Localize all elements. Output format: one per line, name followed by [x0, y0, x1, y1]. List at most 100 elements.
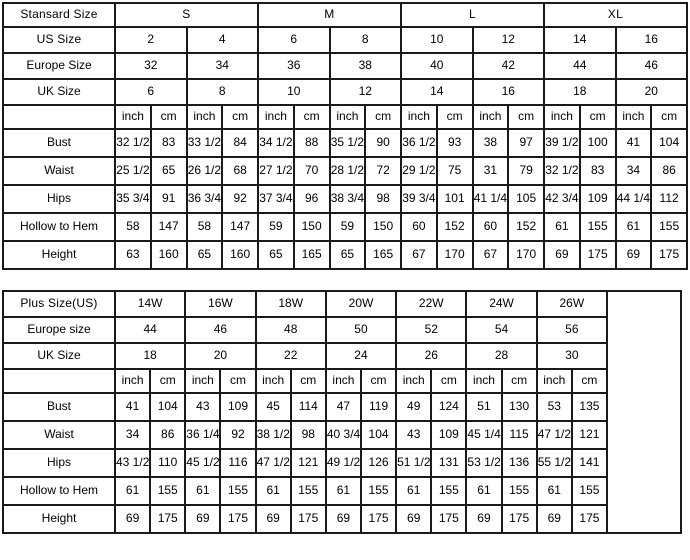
standard-hollow-6: 59	[328, 212, 367, 242]
standard-uk-size-0: 6	[114, 78, 188, 106]
standard-waist-3: 68	[221, 156, 259, 186]
standard-unit-header-row: inch cm inch cm inch cm inch cm inch cm …	[2, 104, 688, 130]
standard-height-9: 170	[435, 240, 474, 270]
plus-hollow-8: 61	[395, 476, 433, 506]
plus-waist-13: 121	[570, 420, 609, 450]
standard-hollow-1: 147	[149, 212, 188, 242]
standard-hollow-10: 60	[471, 212, 510, 242]
standard-row-us-size: US Size 2 4 6 8 10 12 14 16	[2, 26, 688, 54]
standard-europe-size-7: 46	[614, 52, 688, 80]
standard-height-2: 65	[185, 240, 224, 270]
plus-size-table: Plus Size(US) 14W 16W 18W 20W 22W 24W 26…	[2, 290, 682, 534]
standard-waist-4: 27 1/2	[257, 156, 295, 186]
standard-hollow-14: 61	[614, 212, 653, 242]
standard-label-hips: Hips	[2, 184, 116, 214]
standard-group-s: S	[114, 2, 259, 28]
standard-waist-6: 28 1/2	[328, 156, 367, 186]
standard-hollow-4: 59	[257, 212, 295, 242]
standard-europe-size-3: 38	[328, 52, 402, 80]
plus-size-6: 26W	[535, 290, 609, 318]
plus-uk-size-5: 28	[465, 342, 538, 370]
standard-bust-9: 93	[435, 128, 474, 158]
standard-hollow-5: 150	[292, 212, 331, 242]
standard-europe-size-4: 40	[400, 52, 474, 80]
plus-europe-size-5: 54	[465, 316, 538, 344]
standard-uk-size-3: 12	[328, 78, 402, 106]
standard-hips-3: 92	[221, 184, 259, 214]
standard-row-hips: Hips 35 3/4 91 36 3/4 92 37 3/4 96 38 3/…	[2, 184, 688, 214]
standard-waist-11: 79	[507, 156, 545, 186]
plus-hips-12: 55 1/2	[535, 448, 573, 478]
standard-uk-size-5: 16	[471, 78, 545, 106]
plus-hips-13: 141	[570, 448, 609, 478]
standard-waist-9: 75	[435, 156, 474, 186]
plus-hips-3: 116	[219, 448, 257, 478]
standard-waist-14: 34	[614, 156, 653, 186]
standard-unit-inch-6: inch	[543, 104, 581, 130]
standard-height-5: 165	[292, 240, 331, 270]
standard-bust-4: 34 1/2	[257, 128, 295, 158]
plus-hollow-3: 155	[219, 476, 257, 506]
standard-label-us-size: US Size	[2, 26, 116, 54]
standard-unit-cm-5: cm	[507, 104, 545, 130]
plus-unit-cm-2: cm	[289, 368, 327, 394]
plus-europe-size-2: 48	[254, 316, 327, 344]
plus-height-0: 69	[113, 504, 152, 534]
standard-waist-12: 32 1/2	[543, 156, 581, 186]
plus-bust-6: 47	[324, 392, 362, 422]
plus-uk-size-1: 20	[184, 342, 257, 370]
standard-label-hollow-to-hem: Hollow to Hem	[2, 212, 116, 242]
plus-hollow-11: 155	[500, 476, 538, 506]
plus-row-uk-size: UK Size 18 20 22 24 26 28 30	[2, 342, 681, 370]
standard-waist-8: 29 1/2	[400, 156, 438, 186]
plus-hips-11: 136	[500, 448, 538, 478]
plus-waist-8: 43	[395, 420, 433, 450]
standard-bust-12: 39 1/2	[543, 128, 581, 158]
standard-row-bust: Bust 32 1/2 83 33 1/2 84 34 1/2 88 35 1/…	[2, 128, 688, 158]
plus-hips-6: 49 1/2	[324, 448, 362, 478]
standard-us-size-7: 16	[614, 26, 688, 54]
standard-row-waist: Waist 25 1/2 65 26 1/2 68 27 1/2 70 28 1…	[2, 156, 688, 186]
plus-size-5: 24W	[465, 290, 538, 318]
standard-bust-14: 41	[614, 128, 653, 158]
plus-waist-5: 98	[289, 420, 327, 450]
standard-us-size-2: 6	[257, 26, 331, 54]
standard-hips-1: 91	[149, 184, 188, 214]
standard-hips-7: 98	[364, 184, 402, 214]
plus-unit-inch-2: inch	[254, 368, 292, 394]
plus-europe-size-4: 52	[395, 316, 468, 344]
plus-bust-2: 43	[184, 392, 222, 422]
plus-unit-cm-3: cm	[359, 368, 398, 394]
plus-bust-0: 41	[113, 392, 152, 422]
standard-hollow-8: 60	[400, 212, 438, 242]
standard-height-14: 69	[614, 240, 653, 270]
plus-height-7: 175	[359, 504, 398, 534]
plus-label-hips: Hips	[2, 448, 116, 478]
plus-uk-size-0: 18	[113, 342, 187, 370]
standard-us-size-4: 10	[400, 26, 474, 54]
plus-hollow-0: 61	[113, 476, 152, 506]
plus-waist-9: 109	[430, 420, 468, 450]
standard-uk-size-7: 20	[614, 78, 688, 106]
standard-uk-size-6: 18	[543, 78, 617, 106]
plus-uk-size-4: 26	[395, 342, 468, 370]
plus-row-europe-size: Europe size 44 46 48 50 52 54 56	[2, 316, 681, 344]
plus-hips-4: 47 1/2	[254, 448, 292, 478]
standard-us-size-0: 2	[114, 26, 188, 54]
standard-group-l: L	[400, 2, 545, 28]
plus-size-1: 16W	[184, 290, 257, 318]
standard-unit-inch-7: inch	[614, 104, 653, 130]
plus-corner-label: Plus Size(US)	[2, 290, 116, 318]
standard-uk-size-1: 8	[185, 78, 259, 106]
standard-unit-cm-7: cm	[650, 104, 688, 130]
standard-bust-1: 83	[149, 128, 188, 158]
standard-hips-14: 44 1/4	[614, 184, 653, 214]
standard-group-m: M	[257, 2, 402, 28]
plus-hollow-9: 155	[430, 476, 468, 506]
plus-row-hollow-to-hem: Hollow to Hem 61 155 61 155 61 155 61 15…	[2, 476, 681, 506]
plus-height-5: 175	[289, 504, 327, 534]
standard-hips-0: 35 3/4	[114, 184, 152, 214]
plus-label-waist: Waist	[2, 420, 116, 450]
plus-hollow-7: 155	[359, 476, 398, 506]
standard-unit-corner	[2, 104, 116, 130]
